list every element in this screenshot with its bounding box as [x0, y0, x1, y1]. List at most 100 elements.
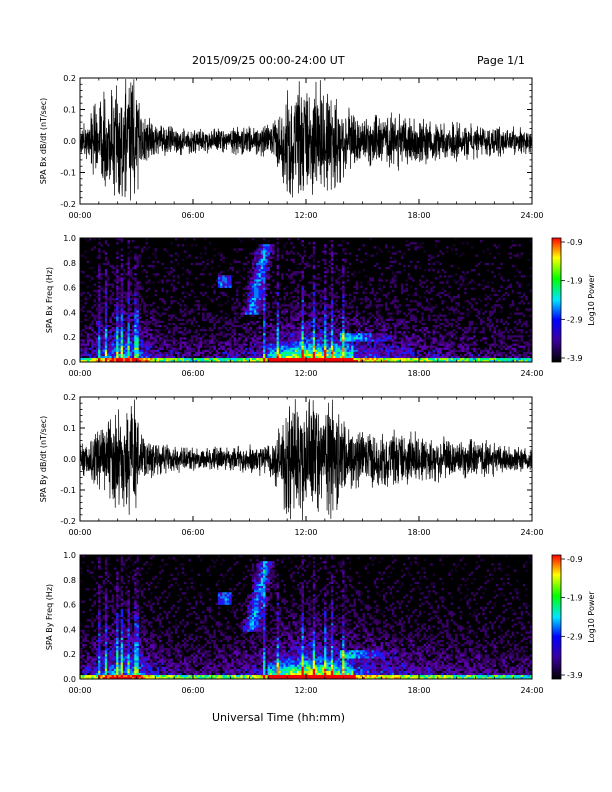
spectrogram-cell: [491, 333, 494, 336]
spectrogram-cell: [389, 333, 393, 336]
spectrogram-cell: [448, 339, 451, 342]
spectrogram-cell: [217, 273, 221, 276]
spectrogram-cell: [281, 345, 284, 348]
spectrogram-cell: [409, 358, 413, 361]
spectrogram-cell: [186, 353, 189, 357]
spectrogram-cell: [233, 306, 237, 309]
spectrogram-cell: [104, 295, 108, 299]
spectrogram-cell: [84, 337, 87, 340]
spectrogram-cell: [125, 329, 128, 332]
spectrogram-cell: [480, 240, 483, 243]
spectrogram-cell: [464, 277, 467, 280]
spectrogram-cell: [136, 335, 139, 338]
spectrogram-cell: [344, 320, 347, 324]
spectrogram-cell: [428, 345, 431, 348]
spectrogram-cell: [376, 337, 379, 340]
spectrogram-cell: [263, 347, 266, 350]
spectrogram-cell: [437, 351, 440, 355]
spectrogram-cell: [317, 331, 320, 334]
spectrogram-cell: [269, 254, 273, 257]
spectrogram-cell: [281, 335, 284, 338]
spectrogram-cell: [125, 331, 128, 334]
spectrogram-cell: [102, 349, 106, 353]
spectrogram-cell: [193, 318, 196, 321]
spectrogram-cell: [312, 252, 316, 255]
spectrogram-cell: [107, 337, 110, 340]
spectrogram-cell: [475, 308, 478, 311]
spectrogram-cell: [493, 310, 497, 313]
spectrogram-cell: [165, 281, 169, 284]
spectrogram-cell: [371, 358, 374, 361]
spectrogram-cell: [156, 306, 160, 309]
spectrogram-cell: [143, 353, 146, 357]
spectrogram-cell: [217, 337, 221, 340]
spectrogram-cell: [129, 339, 133, 342]
spectrogram-cell: [412, 349, 415, 353]
spectrogram-cell: [256, 260, 259, 264]
spectrogram-cell: [423, 318, 426, 321]
spectrogram-cell: [93, 337, 97, 340]
spectrogram-cell: [443, 324, 447, 328]
spectrogram-cell: [222, 341, 225, 344]
spectrogram-cell: [301, 355, 304, 359]
spectrogram-cell: [138, 295, 142, 299]
spectrogram-cell: [267, 351, 271, 355]
spectrogram-cell: [174, 343, 178, 346]
spectrogram-cell: [353, 349, 356, 353]
spectrogram-cell: [308, 331, 311, 334]
spectrogram-cell: [134, 306, 137, 309]
spectrogram-cell: [326, 355, 329, 359]
spectrogram-cell: [473, 329, 476, 332]
spectrogram-cell: [330, 312, 334, 315]
spectrogram-cell: [272, 252, 275, 255]
spectrogram-cell: [156, 351, 160, 355]
spectrogram-cell: [82, 335, 85, 338]
spectrogram-cell: [326, 335, 329, 338]
spectrogram-cell: [263, 250, 266, 253]
spectrogram-cell: [265, 271, 268, 274]
spectrogram-cell: [437, 341, 440, 344]
spectrogram-cell: [269, 351, 273, 355]
spectrogram-cell: [263, 295, 266, 299]
spectrogram-cell: [190, 358, 194, 361]
spectrogram-cell: [256, 281, 259, 284]
spectrogram-cell: [333, 322, 336, 326]
spectrogram-cell: [199, 273, 203, 276]
spectrogram-cell: [260, 335, 264, 338]
spectrogram-cell: [446, 353, 449, 357]
spectrogram-cell: [416, 358, 420, 361]
spectrogram-cell: [263, 254, 266, 257]
spectrogram-cell: [292, 339, 295, 342]
spectrogram-cell: [423, 337, 426, 340]
spectrogram-cell: [312, 242, 316, 245]
spectrogram-cell: [183, 360, 187, 363]
spectrogram-cell: [113, 329, 117, 332]
spectrogram-cell: [93, 238, 97, 241]
spectrogram-cell: [396, 250, 399, 253]
spectrogram-cell: [373, 343, 377, 346]
spectrogram-cell: [398, 310, 402, 313]
spectrogram-cell: [285, 341, 289, 344]
spectrogram-cell: [116, 264, 119, 268]
spectrogram-cell: [269, 244, 273, 247]
spectrogram-cell: [412, 308, 415, 311]
spectrogram-cell: [394, 353, 397, 357]
spectrogram-cell: [457, 343, 460, 346]
spectrogram-cell: [294, 358, 298, 361]
spectrogram-cell: [434, 339, 438, 342]
spectrogram-cell: [434, 260, 438, 264]
spectrogram-cell: [414, 246, 417, 249]
spectrogram-cell: [398, 318, 402, 321]
spectrogram-cell: [235, 324, 239, 328]
spectrogram-cell: [480, 358, 483, 361]
spectrogram-cell: [378, 331, 381, 334]
spectrogram-cell: [276, 304, 280, 307]
spectrogram-cell: [355, 312, 359, 315]
spectrogram-cell: [443, 353, 447, 357]
spectrogram-cell: [147, 347, 151, 350]
spectrogram-cell: [267, 269, 271, 272]
spectrogram-cell: [260, 271, 264, 274]
spectrogram-cell: [183, 322, 187, 326]
spectrogram-cell: [260, 291, 264, 295]
spectrogram-cell: [274, 324, 277, 328]
